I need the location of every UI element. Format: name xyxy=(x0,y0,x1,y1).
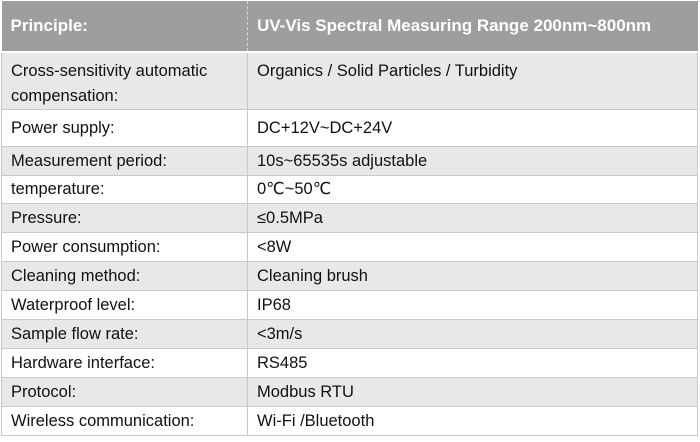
table-row: Cleaning method: Cleaning brush xyxy=(1,261,698,291)
row-value: <8W xyxy=(247,232,698,262)
row-value: DC+12V~DC+24V xyxy=(247,109,698,147)
table-row: Measurement period: 10s~65535s adjustabl… xyxy=(1,146,698,176)
table-row: Power consumption: <8W xyxy=(1,232,698,262)
row-value: <3m/s xyxy=(247,319,698,349)
table-row: Protocol: Modbus RTU xyxy=(1,377,698,407)
row-value: 0℃~50℃ xyxy=(247,175,698,204)
table-row: Power supply: DC+12V~DC+24V xyxy=(1,109,698,147)
table-row: Hardware interface: RS485 xyxy=(1,348,698,378)
row-label: Waterproof level: xyxy=(1,290,248,320)
table-row: Wireless communication: Wi-Fi /Bluetooth xyxy=(1,406,698,436)
table-row: Cross-sensitivity automatic compensation… xyxy=(1,51,698,110)
row-label: Sample flow rate: xyxy=(1,319,248,349)
row-label: Power consumption: xyxy=(1,232,248,262)
header-row: Principle: UV-Vis Spectral Measuring Ran… xyxy=(1,1,698,53)
row-label: Power supply: xyxy=(1,109,248,147)
row-label: Pressure: xyxy=(1,203,248,233)
table-row: temperature: 0℃~50℃ xyxy=(1,175,698,204)
row-label: Hardware interface: xyxy=(1,348,248,378)
table-row: Waterproof level: IP68 xyxy=(1,290,698,320)
table-row: Sample flow rate: <3m/s xyxy=(1,319,698,349)
row-value: ≤0.5MPa xyxy=(247,203,698,233)
row-label: Protocol: xyxy=(1,377,248,407)
row-label: Wireless communication: xyxy=(1,406,248,436)
row-value: Wi-Fi /Bluetooth xyxy=(247,406,698,436)
row-value: Modbus RTU xyxy=(247,377,698,407)
row-value: IP68 xyxy=(247,290,698,320)
header-principle-label: Principle: xyxy=(1,1,248,53)
row-label: Cross-sensitivity automatic compensation… xyxy=(1,51,248,110)
row-value: Organics / Solid Particles / Turbidity xyxy=(247,51,698,110)
header-principle-value: UV-Vis Spectral Measuring Range 200nm~80… xyxy=(247,1,698,53)
row-label: Measurement period: xyxy=(1,146,248,176)
table-row: Pressure: ≤0.5MPa xyxy=(1,203,698,233)
spec-table: Principle: UV-Vis Spectral Measuring Ran… xyxy=(1,1,698,436)
row-label: Cleaning method: xyxy=(1,261,248,291)
row-value: RS485 xyxy=(247,348,698,378)
row-value: 10s~65535s adjustable xyxy=(247,146,698,176)
row-value: Cleaning brush xyxy=(247,261,698,291)
row-label: temperature: xyxy=(1,175,248,204)
